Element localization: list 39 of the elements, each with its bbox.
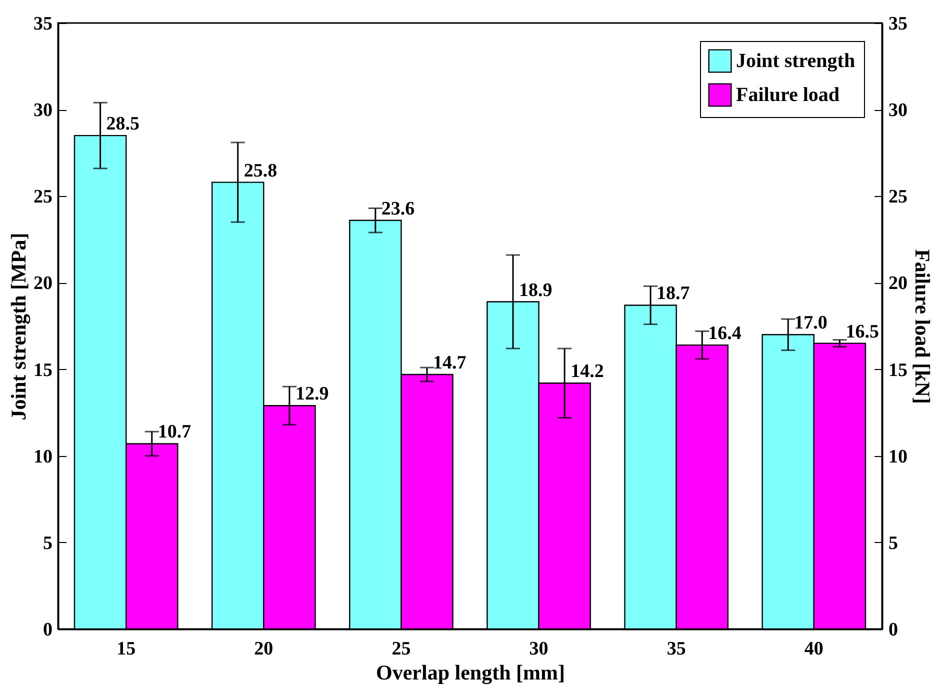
y-tick-label: 15 (34, 360, 52, 381)
x-tick-label: 25 (392, 638, 411, 660)
y2-tick-label: 5 (888, 532, 898, 554)
y2-tick-label: 30 (888, 100, 908, 122)
x-tick-label: 20 (254, 638, 274, 660)
y2-tick-label: 20 (888, 273, 908, 294)
y2-tick-label: 15 (888, 360, 908, 381)
y2-axis-title: Failure load [kN] (910, 249, 934, 404)
data-label: 14.7 (433, 352, 467, 374)
x-axis-title: Overlap length [mm] (376, 660, 565, 684)
legend-label: Failure load (736, 84, 840, 106)
data-label: 12.9 (295, 384, 329, 405)
y-tick-label: 25 (34, 186, 52, 208)
data-label: 17.0 (794, 312, 828, 334)
y2-tick-label: 10 (888, 446, 908, 468)
y-tick-label: 10 (34, 446, 52, 468)
data-label: 18.9 (518, 280, 552, 301)
y-tick-label: 35 (34, 14, 52, 34)
x-tick-label: 30 (529, 638, 548, 660)
data-label: 16.5 (846, 321, 879, 342)
y2-tick-label: 25 (888, 186, 908, 208)
y-tick-label: 30 (34, 100, 52, 122)
data-label: 14.2 (570, 361, 604, 382)
x-tick-label: 15 (116, 638, 136, 660)
data-label: 25.8 (244, 160, 278, 182)
data-label: 23.6 (381, 198, 415, 220)
x-tick-label: 40 (804, 638, 824, 660)
data-label: 10.7 (158, 422, 192, 443)
y-tick-label: 5 (43, 532, 52, 554)
data-label: 28.5 (106, 114, 140, 135)
data-label: 16.4 (708, 323, 742, 344)
y-tick-label: 0 (43, 620, 52, 640)
data-label: 18.7 (656, 283, 690, 304)
y-tick-label: 20 (34, 273, 52, 294)
y2-tick-label: 35 (888, 14, 908, 34)
y2-tick-label: 0 (888, 620, 898, 640)
x-tick-label: 35 (666, 638, 686, 660)
legend-label: Joint strength (736, 50, 856, 72)
y-axis-title: Joint strength [MPa] (6, 232, 30, 420)
